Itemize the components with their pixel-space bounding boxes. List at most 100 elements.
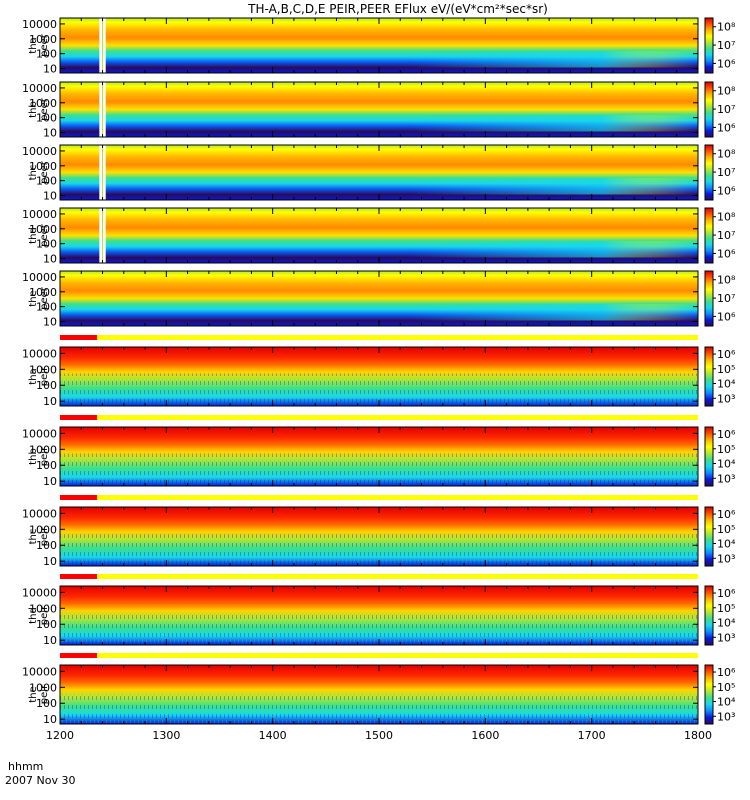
- colorbar: 10⁸ 10⁷ 10⁶: [704, 17, 736, 74]
- y-tick-label: 10: [43, 127, 57, 140]
- panel-a-peer: 10000 1000 100 10 tha peer 10⁸ 10⁷ 10⁶: [22, 17, 736, 76]
- x-tick-label: 1600: [471, 729, 499, 742]
- y-tick-label: 10000: [22, 347, 57, 360]
- spectrogram-late-overlay: [60, 115, 698, 132]
- y-axis-label: tha peer: [28, 33, 50, 57]
- y-axis-label: the peir: [28, 684, 50, 704]
- colorbar-tick-label: 10⁶: [717, 666, 736, 679]
- colorbar-tick-label: 10⁸: [717, 211, 736, 224]
- colorbar-scale: [704, 17, 714, 74]
- y-axis-label: thb peer: [28, 97, 50, 121]
- flag-bar-red: [60, 495, 98, 500]
- y-tick-label: 100: [36, 618, 57, 631]
- y-tick-label: 10000: [22, 145, 57, 158]
- y-label-species: peir: [39, 605, 50, 625]
- y-label-probe: thd: [28, 607, 39, 624]
- spectrogram-late-overlay: [60, 51, 698, 68]
- y-label-species: peer: [39, 286, 50, 310]
- panel-e-peer: 10000 1000 100 10 the peer 10⁸ 10⁷ 10⁶: [22, 270, 736, 329]
- colorbar-tick-label: 10⁶: [717, 247, 736, 260]
- y-label-probe: the: [28, 686, 39, 702]
- colorbar-scale: [704, 270, 714, 327]
- y-tick-label: 1000: [29, 160, 57, 173]
- colorbar-tick-label: 10⁷: [717, 229, 735, 242]
- y-tick-label: 10: [43, 63, 57, 76]
- colorbar-tick-label: 10³: [717, 392, 735, 405]
- colorbar-tick-label: 10⁷: [717, 103, 735, 116]
- colorbar-tick-label: 10⁶: [717, 184, 736, 197]
- y-axis-label: tha peir: [28, 366, 50, 386]
- colorbar-tick-label: 10³: [717, 472, 735, 485]
- colorbar-tick-label: 10⁶: [717, 348, 736, 361]
- y-tick-label: 1000: [29, 97, 57, 110]
- colorbar-tick-label: 10⁶: [717, 508, 736, 521]
- colorbar: 10⁸ 10⁷ 10⁶: [704, 81, 736, 138]
- y-axis-label: thc peer: [28, 160, 50, 184]
- panel-d-peer: 10000 1000 100 10 thd peer 10⁸ 10⁷ 10⁶: [22, 207, 736, 266]
- colorbar-tick-label: 10⁶: [717, 428, 736, 441]
- y-tick-label: 10000: [22, 586, 57, 599]
- flag-bar-yellow: [97, 574, 698, 579]
- y-label-species: peir: [39, 366, 50, 386]
- x-axis-footer-date: 2007 Nov 30: [5, 774, 75, 787]
- y-tick-label: 1000: [29, 523, 57, 536]
- y-tick-label: 10: [43, 634, 57, 647]
- y-label-species: peer: [39, 160, 50, 184]
- y-label-species: peir: [39, 684, 50, 704]
- panel-c-peer: 10000 1000 100 10 thc peer 10⁸ 10⁷ 10⁶: [22, 144, 736, 203]
- y-label-species: peer: [39, 97, 50, 121]
- flag-bar-red: [60, 415, 98, 420]
- colorbar-scale: [704, 426, 714, 487]
- y-tick-label: 10: [43, 253, 57, 266]
- y-label-probe: thb: [28, 448, 39, 465]
- colorbar-tick-label: 10⁷: [717, 39, 735, 52]
- y-tick-label: 10000: [22, 507, 57, 520]
- colorbar-scale: [704, 81, 714, 138]
- y-label-probe: the: [28, 290, 39, 306]
- y-tick-label: 10: [43, 555, 57, 568]
- colorbar-scale: [704, 346, 714, 407]
- colorbar-scale: [704, 585, 714, 646]
- y-tick-label: 100: [36, 238, 57, 251]
- y-tick-label: 1000: [29, 223, 57, 236]
- colorbar-tick-label: 10⁶: [717, 57, 736, 70]
- x-tick-label: 1800: [684, 729, 712, 742]
- y-axis-label: thd peer: [28, 223, 50, 247]
- y-label-species: peir: [39, 526, 50, 546]
- colorbar-scale: [704, 144, 714, 201]
- colorbar-tick-label: 10⁴: [717, 696, 736, 709]
- y-tick-label: 10: [43, 713, 57, 726]
- y-label-species: peer: [39, 223, 50, 247]
- colorbar: 10⁸ 10⁷ 10⁶: [704, 270, 736, 327]
- colorbar-tick-label: 10⁵: [717, 681, 735, 694]
- flag-bar-yellow: [97, 653, 698, 658]
- spectrogram-late-overlay: [60, 178, 698, 195]
- y-axis-label: thd peir: [28, 605, 50, 625]
- x-tick-label: 1700: [578, 729, 606, 742]
- y-label-probe: tha: [28, 37, 39, 53]
- y-tick-label: 100: [36, 112, 57, 125]
- y-tick-label: 10: [43, 316, 57, 329]
- colorbar-tick-label: 10⁸: [717, 21, 736, 34]
- colorbar-tick-label: 10⁶: [717, 587, 736, 600]
- y-tick-label: 10000: [22, 208, 57, 221]
- colorbar-scale: [704, 506, 714, 567]
- y-tick-label: 10000: [22, 271, 57, 284]
- x-axis-labels: 1200 1300 1400 1500 1600 1700 1800: [46, 729, 712, 742]
- y-label-probe: thc: [28, 165, 39, 181]
- colorbar-tick-label: 10⁶: [717, 310, 736, 323]
- y-tick-label: 10000: [22, 82, 57, 95]
- colorbar-tick-label: 10⁸: [717, 148, 736, 161]
- y-axis-label: the peer: [28, 286, 50, 310]
- y-tick-label: 100: [36, 48, 57, 61]
- colorbar-tick-label: 10³: [717, 710, 735, 723]
- colorbar-scale: [704, 207, 714, 264]
